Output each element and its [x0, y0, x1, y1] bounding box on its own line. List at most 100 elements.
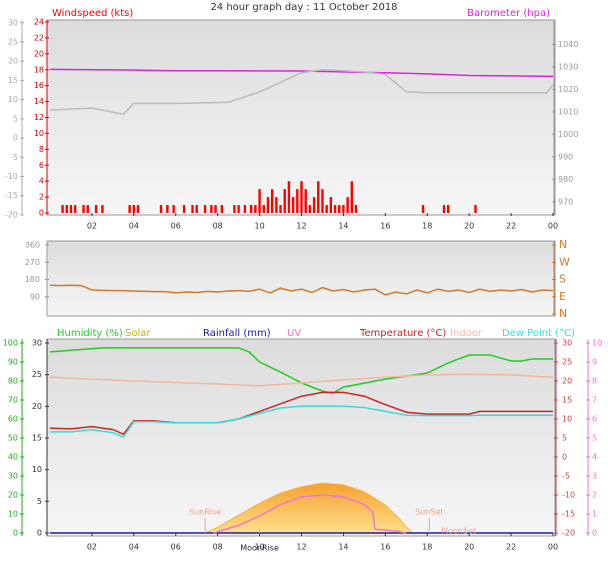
x-tick-label: 12 — [296, 543, 306, 552]
legend-label: Windspeed (kts) — [52, 8, 133, 19]
line — [213, 494, 407, 534]
bar — [172, 205, 175, 213]
bar — [220, 205, 224, 213]
y-tick-label: 1 — [592, 510, 597, 519]
bar — [94, 205, 98, 213]
bar — [447, 205, 450, 213]
x-tick-label: 22 — [506, 222, 516, 231]
x-tick-label: 14 — [338, 222, 348, 231]
event-label: MoonSet — [441, 527, 476, 536]
y-tick-label: 8 — [592, 377, 597, 386]
bar — [317, 181, 320, 213]
x-tick-label: 04 — [129, 222, 139, 231]
y-tick-label: 970 — [558, 197, 573, 206]
y-tick-label: 3 — [592, 472, 597, 481]
y-tick-label: 15 — [562, 396, 572, 405]
bar — [254, 205, 257, 213]
bar — [258, 189, 261, 213]
y-tick-label: 30 — [562, 339, 572, 348]
x-tick-label: 18 — [422, 543, 432, 552]
y-tick-label: 5 — [37, 497, 42, 506]
bar — [182, 205, 186, 213]
bar — [61, 205, 64, 213]
y-tick-label: 2 — [39, 193, 44, 202]
legend-label: Dew Point (°C) — [502, 328, 575, 339]
page-title: 24 hour graph day : 11 October 2018 — [210, 2, 397, 13]
y-tick-label: 0 — [562, 453, 567, 462]
y-tick-label: 40 — [8, 453, 18, 462]
y-tick-label: 6 — [592, 415, 597, 424]
y-tick-label: 2 — [592, 491, 597, 500]
bar — [166, 205, 169, 213]
line — [49, 391, 553, 436]
y-tick-label: 90 — [30, 292, 40, 301]
bar — [210, 205, 213, 213]
bar — [195, 205, 198, 213]
y-tick-label: 100 — [3, 339, 18, 348]
bar — [69, 205, 73, 213]
y-tick-label: 180 — [25, 275, 40, 284]
bar — [214, 205, 217, 213]
bar — [342, 205, 345, 213]
x-tick-label: 18 — [422, 222, 432, 231]
bar — [304, 189, 307, 213]
y-tick-label: 4 — [592, 453, 597, 462]
x-tick-label: 06 — [171, 543, 181, 552]
event-label: SunSet — [415, 508, 443, 517]
bar — [321, 189, 324, 213]
y-tick-label: 30 — [8, 472, 18, 481]
line — [50, 405, 553, 438]
legend-label: Rainfall (mm) — [203, 328, 271, 339]
bar — [132, 205, 136, 213]
bar — [82, 205, 85, 213]
y-tick-label: 20 — [8, 491, 18, 500]
y-tick-label: 90 — [8, 358, 18, 367]
x-tick-label: 16 — [380, 222, 390, 231]
bar — [73, 205, 77, 213]
y-tick-label: 15 — [8, 76, 18, 85]
y-tick-label: -20 — [5, 210, 18, 219]
area — [204, 482, 414, 534]
bar — [279, 205, 282, 213]
legend-label: Indoor — [450, 328, 483, 339]
event-label: SunRise — [189, 508, 221, 517]
line — [49, 347, 553, 394]
y-tick-label: 12 — [34, 113, 44, 122]
bar — [136, 205, 140, 213]
y-tick-label: 0 — [39, 209, 44, 218]
x-tick-label: 10 — [254, 543, 264, 552]
bar — [474, 205, 477, 213]
y-tick-label: 5 — [562, 434, 567, 443]
y-tick-label: 1000 — [558, 130, 578, 139]
event-label: MoonRise — [240, 544, 279, 553]
y-tick-label: 80 — [8, 377, 18, 386]
y-tick-label: 0 — [13, 529, 18, 538]
y-tick-label: N — [559, 238, 567, 251]
x-tick-label: 14 — [338, 543, 348, 552]
line — [49, 68, 554, 116]
bar — [329, 197, 333, 213]
bar — [159, 205, 163, 213]
y-tick-label: 0 — [37, 529, 42, 538]
y-tick-label: 20 — [32, 402, 42, 411]
bar — [421, 205, 425, 213]
y-tick-label: 10 — [592, 339, 602, 348]
x-tick-label: 02 — [87, 543, 97, 552]
y-tick-label: 10 — [8, 95, 18, 104]
line — [49, 284, 554, 296]
y-tick-label: -20 — [562, 529, 575, 538]
bar — [350, 181, 353, 213]
x-tick-label: 04 — [129, 543, 139, 552]
y-tick-label: 30 — [32, 339, 42, 348]
bar — [287, 181, 291, 213]
y-tick-label: -5 — [10, 153, 18, 162]
bar — [243, 205, 247, 213]
y-tick-label: 990 — [558, 152, 573, 161]
y-tick-label: 15 — [32, 434, 42, 443]
y-tick-label: -10 — [5, 172, 18, 181]
line — [49, 68, 554, 78]
y-tick-label: 30 — [8, 18, 18, 27]
y-tick-label: 10 — [562, 415, 572, 424]
y-tick-label: 8 — [39, 145, 44, 154]
bar — [312, 197, 316, 213]
